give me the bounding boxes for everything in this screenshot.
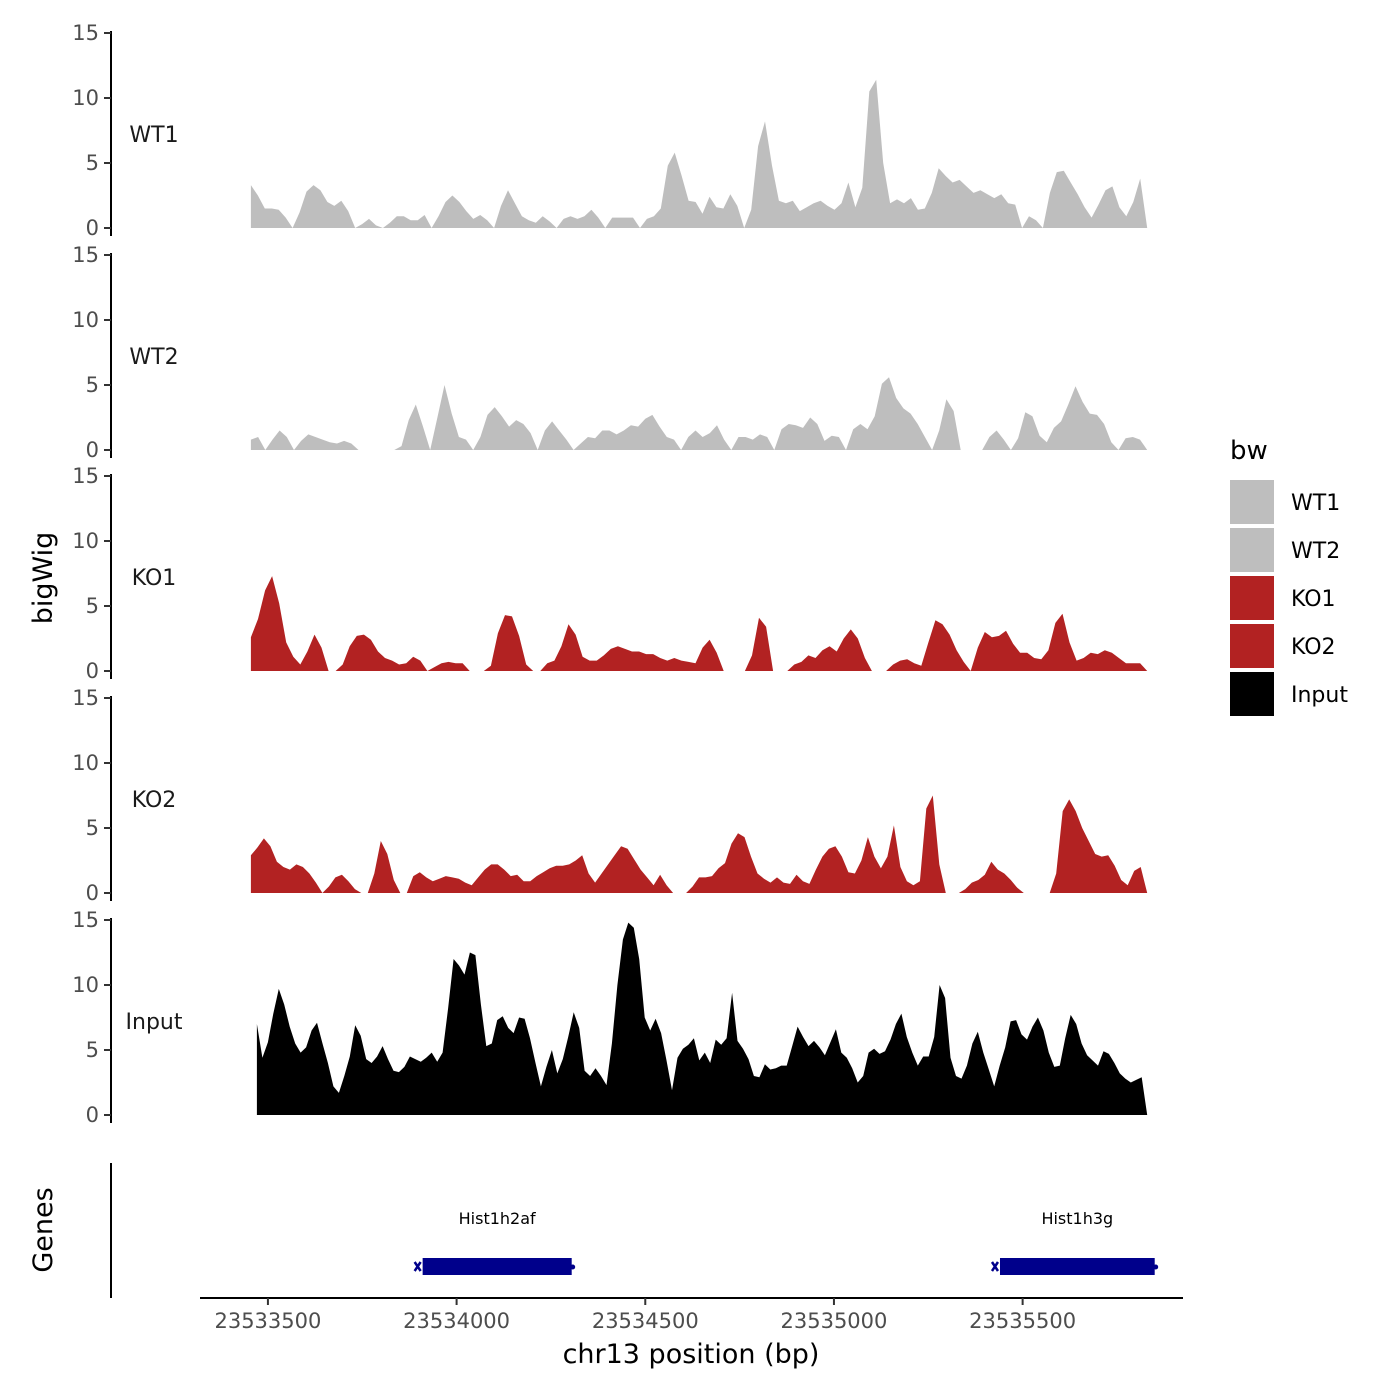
gene-label-hist1h2af: Hist1h2af: [459, 1209, 536, 1228]
x-tick-label: 23534000: [403, 1309, 510, 1333]
legend-label: KO2: [1291, 635, 1336, 660]
x-tick-label: 23533500: [214, 1309, 321, 1333]
gene-label-hist1h3g: Hist1h3g: [1041, 1209, 1113, 1228]
y-tick-label: 5: [86, 816, 99, 840]
legend-item-ko1: KO1: [1230, 576, 1336, 620]
y-tick-label: 0: [86, 659, 99, 683]
y-tick-label: 15: [72, 243, 99, 267]
signal-tracks: 0 5 10 15 WT1 0 5 10 15 WT2 0 5 10 15 KO1 0 5 10 15 KO2 0 5 10…: [72, 21, 1148, 1127]
y-tick-label: 15: [72, 464, 99, 488]
track-label-ko1: KO1: [132, 566, 177, 591]
signal-area-ko1: [250, 576, 1148, 671]
genes-track-title: Genes: [28, 1187, 59, 1272]
signal-area-ko2: [250, 795, 1148, 893]
y-axis-title: bigWig: [28, 532, 59, 625]
y-tick-label: 15: [72, 21, 99, 45]
track-wt1: 0 5 10 15 WT1: [72, 21, 1148, 240]
signal-area-wt2: [250, 377, 1148, 450]
track-label-ko2: KO2: [132, 788, 177, 813]
x-axis: 23533500 23534000 23534500 23535000 23535500…: [200, 1297, 1183, 1370]
legend-swatch: [1230, 576, 1274, 620]
legend: bw WT1 WT2 KO1 KO2 Input: [1230, 436, 1348, 716]
y-tick-label: 5: [86, 373, 99, 397]
signal-area-wt1: [250, 79, 1148, 228]
x-axis-title: chr13 position (bp): [563, 1339, 820, 1370]
legend-item-ko2: KO2: [1230, 624, 1336, 668]
gene-hist1h2af: Hist1h2af: [413, 1209, 576, 1275]
y-tick-label: 0: [86, 216, 99, 240]
y-tick-label: 0: [86, 1103, 99, 1127]
track-ko2: 0 5 10 15 KO2: [72, 686, 1148, 905]
track-input: 0 5 10 15 Input: [72, 908, 1148, 1127]
gene-body-hist1h2af: [422, 1258, 572, 1275]
legend-label: Input: [1291, 683, 1348, 708]
gene-models: Hist1h2af Hist1h3g: [413, 1209, 1159, 1275]
track-label-input: Input: [126, 1010, 183, 1035]
gene-end-marker: [570, 1264, 576, 1270]
y-tick-label: 10: [72, 308, 99, 332]
legend-label: WT2: [1291, 539, 1340, 564]
track-wt2: 0 5 10 15 WT2: [72, 243, 1148, 462]
legend-item-wt1: WT1: [1230, 480, 1340, 524]
gene-end-marker: [1153, 1264, 1159, 1270]
y-tick-label: 5: [86, 151, 99, 175]
y-tick-label: 5: [86, 1038, 99, 1062]
legend-title: bw: [1230, 436, 1268, 466]
x-tick-label: 23535500: [969, 1309, 1076, 1333]
genes-track: Genes Hist1h2af Hist1h3g: [28, 1163, 1159, 1298]
legend-label: KO1: [1291, 587, 1336, 612]
gene-body-hist1h3g: [999, 1258, 1155, 1275]
gene-strand-marker: [413, 1261, 422, 1272]
y-tick-label: 10: [72, 751, 99, 775]
legend-item-input: Input: [1230, 672, 1348, 716]
gene-strand-marker: [990, 1261, 1000, 1272]
gene-hist1h3g: Hist1h3g: [990, 1209, 1159, 1275]
y-tick-label: 10: [72, 529, 99, 553]
legend-label: WT1: [1291, 491, 1340, 516]
legend-swatch: [1230, 480, 1274, 524]
y-tick-label: 10: [72, 86, 99, 110]
x-axis-ticks: 23533500 23534000 23534500 23535000 23535500: [214, 1298, 1076, 1333]
y-tick-label: 15: [72, 686, 99, 710]
legend-items: WT1 WT2 KO1 KO2 Input: [1230, 480, 1348, 716]
legend-swatch: [1230, 624, 1274, 668]
legend-swatch: [1230, 672, 1274, 716]
y-tick-label: 10: [72, 973, 99, 997]
legend-swatch: [1230, 528, 1274, 572]
y-tick-label: 0: [86, 881, 99, 905]
y-tick-label: 0: [86, 438, 99, 462]
legend-item-wt2: WT2: [1230, 528, 1340, 572]
x-tick-label: 23535000: [781, 1309, 888, 1333]
track-label-wt2: WT2: [129, 345, 178, 370]
x-tick-label: 23534500: [592, 1309, 699, 1333]
y-tick-label: 15: [72, 908, 99, 932]
track-ko1: 0 5 10 15 KO1: [72, 464, 1148, 683]
signal-area-input: [256, 922, 1148, 1115]
y-tick-label: 5: [86, 594, 99, 618]
track-label-wt1: WT1: [129, 123, 178, 148]
